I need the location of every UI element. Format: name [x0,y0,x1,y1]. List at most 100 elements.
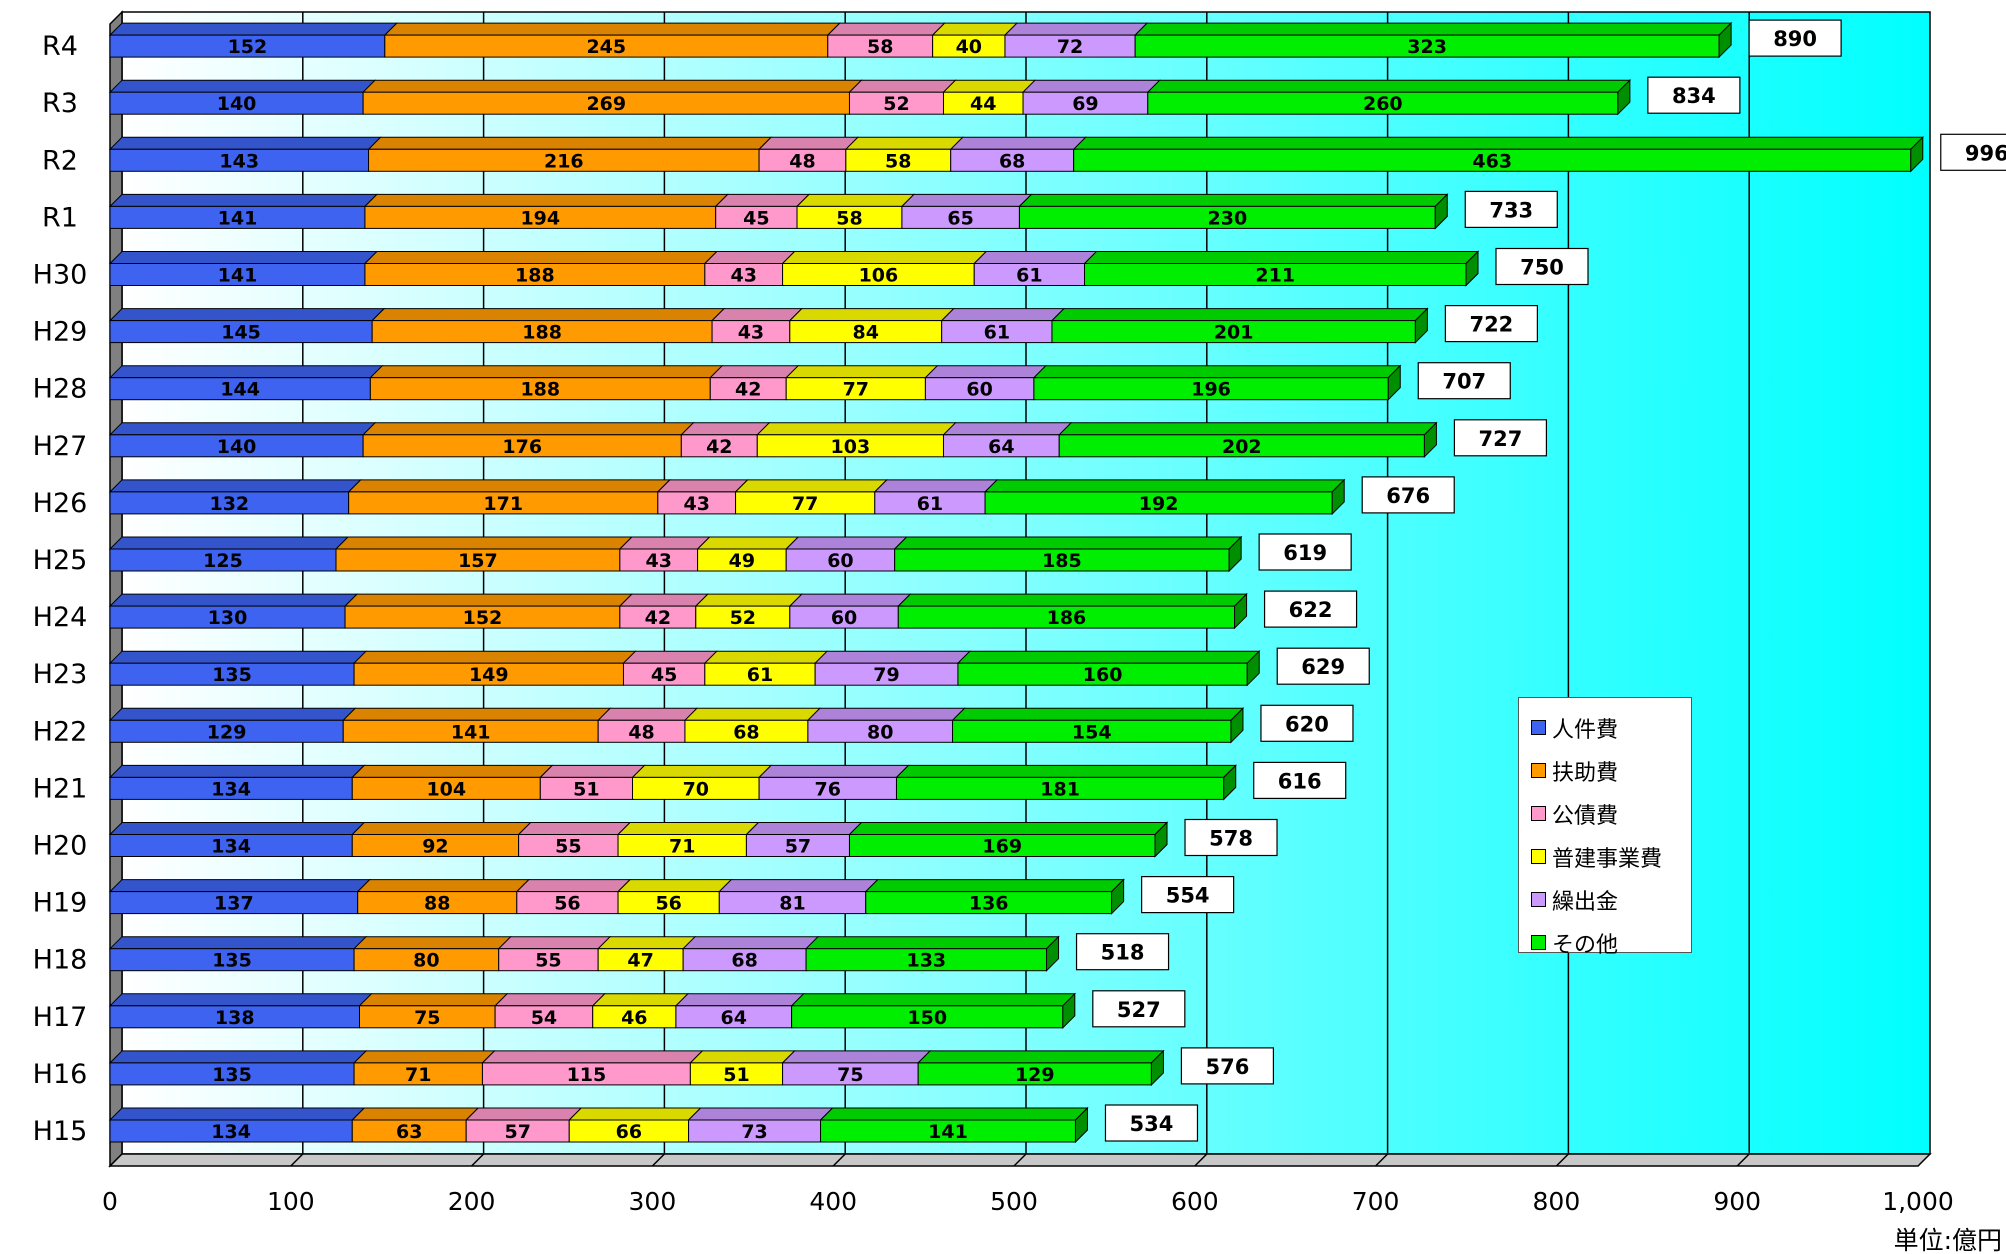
bar-segment-top [951,707,1245,721]
total-label-box [1647,76,1741,114]
category-label: H22 [33,716,88,747]
bar-side [1046,935,1060,972]
legend-item: その他 [1531,921,1691,964]
bar-segment-top [334,536,634,550]
bar-segment-top [806,707,966,721]
data-label: 463 [1472,150,1512,172]
bar-segment-top [788,593,912,607]
data-label: 106 [859,265,899,287]
data-label: 269 [586,93,626,115]
bar-segment-top [370,308,726,322]
bar-segment-top [622,650,719,664]
bar-segment-top [1072,136,1924,150]
data-label: 61 [917,493,943,515]
bar-side [1062,992,1076,1030]
data-label: 49 [729,550,755,572]
bar-segment-top [108,136,382,150]
bar-side [1111,878,1125,915]
bar-segment-top [696,536,800,550]
legend-label: 公債費 [1552,803,1619,829]
bar-segment-top [826,22,946,36]
data-label: 152 [463,607,503,629]
data-label: 71 [405,1064,431,1086]
data-label: 42 [645,607,671,629]
bar-segment-top [1021,79,1161,93]
data-label: 43 [646,550,672,572]
data-label: 160 [1083,664,1123,686]
data-label: 42 [735,379,761,401]
data-label: 104 [426,778,466,800]
bar-segment-top [108,79,377,93]
data-label: 137 [214,893,254,915]
bar-segment-top [983,479,1346,493]
data-label: 70 [683,778,709,800]
data-label: 80 [867,721,893,743]
bar-segment-top [781,251,988,264]
bar-segment-top [108,365,384,379]
x-tick-label: 400 [809,1187,857,1216]
data-label: 55 [555,836,581,858]
gridline-floor [290,1153,304,1167]
bar-segment-top [819,1107,1089,1121]
data-label: 57 [504,1121,530,1143]
data-label: 88 [424,893,450,915]
bar-segment-top [949,136,1087,150]
data-label: 64 [988,436,1014,458]
x-tick-label: 100 [267,1187,315,1216]
total-label-box [1263,590,1358,628]
bar-segment-top [873,479,999,493]
bar-side [1718,21,1732,59]
data-label: 181 [1040,778,1080,800]
bar-segment-top [681,936,820,950]
bar-segment-top [784,365,939,379]
bar-segment-top [515,879,632,893]
legend-swatch [1531,806,1546,821]
data-label: 130 [208,607,248,629]
bar-segment-top [352,650,637,664]
data-label: 201 [1214,322,1254,344]
category-label: R4 [42,31,78,62]
data-label: 154 [1072,721,1112,743]
unit-label: 単位:億円 [1894,1226,2002,1254]
bar-segment-top [689,1050,796,1064]
bar-segment-top [351,822,532,835]
data-label: 58 [836,207,862,229]
legend-swatch [1531,892,1546,907]
bar-segment-top [363,193,729,207]
total-label: 676 [1386,484,1430,508]
data-label: 61 [747,664,773,686]
bar-segment-top [1146,79,1632,93]
legend-label: その他 [1552,932,1619,958]
data-label: 134 [211,836,251,858]
bar-segment-top [680,422,771,436]
data-label: 58 [867,36,893,58]
bar-segment-top [568,1107,702,1121]
x-tick-label: 300 [629,1187,677,1216]
total-label-box [1184,818,1278,857]
data-label: 230 [1208,207,1248,229]
data-label: 188 [522,322,562,344]
data-label: 144 [220,379,260,401]
data-label: 138 [215,1007,255,1029]
legend-label: 普建事業費 [1552,846,1663,872]
data-label: 79 [873,664,899,686]
data-label: 141 [451,721,491,743]
bar-segment-top [591,993,690,1007]
bar-segment-top [108,251,379,264]
data-label: 115 [567,1064,607,1086]
data-label: 47 [627,950,653,972]
total-label: 996 [1965,141,2006,165]
bar-segment-top [108,822,366,835]
plot-left-wall [109,10,123,1168]
category-label: H30 [33,260,88,291]
gridline-floor [832,1153,846,1167]
legend-label: 扶助費 [1552,760,1619,786]
data-label: 48 [789,150,815,172]
total-label-box [1361,476,1455,514]
data-label: 216 [544,150,584,172]
data-label: 125 [203,550,243,572]
x-axis-tick-labels: 0 100 200 300 400 500 600 700 800 900 1,000 [102,1187,1954,1216]
bar-segment-top [108,536,350,550]
bar-side [1150,1049,1164,1087]
